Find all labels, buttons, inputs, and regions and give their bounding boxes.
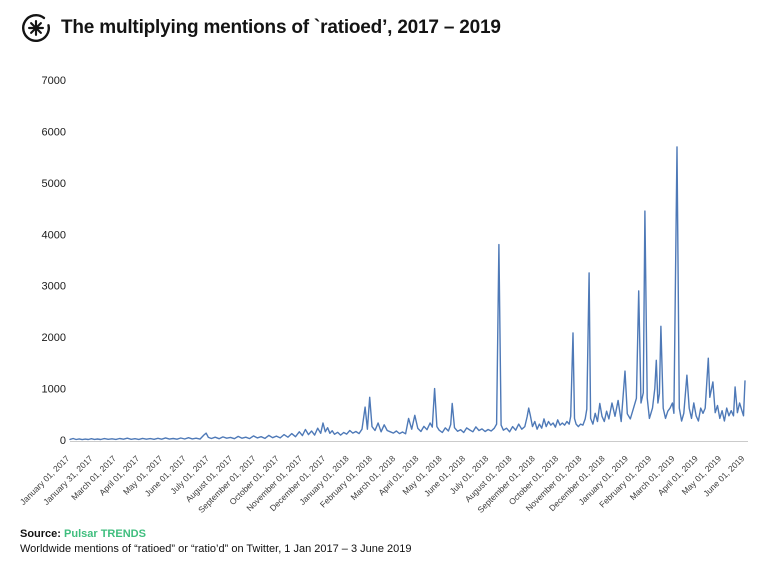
source-link[interactable]: Pulsar TRENDS (64, 528, 146, 540)
y-axis-tick-label: 0 (60, 435, 66, 447)
y-axis-tick-label: 7000 (42, 75, 66, 87)
source-row: Source: Pulsar TRENDS (20, 527, 412, 542)
y-axis-tick-label: 2000 (42, 332, 66, 344)
y-axis-tick-label: 6000 (42, 126, 66, 138)
y-axis-tick-label: 5000 (42, 178, 66, 190)
chart-description: Worldwide mentions of “ratioed” or “rati… (20, 543, 412, 555)
page-title: The multiplying mentions of `ratioed’, 2… (61, 17, 501, 38)
mentions-series-line (69, 146, 746, 441)
y-axis-tick-label: 3000 (42, 281, 66, 293)
pulsar-asterisk-logo-icon (22, 14, 50, 42)
chart-footer: Source: Pulsar TRENDS Worldwide mentions… (20, 527, 412, 557)
report-header: The multiplying mentions of `ratioed’, 2… (20, 10, 501, 46)
y-axis-tick-label: 1000 (42, 384, 66, 396)
y-axis-tick-label: 4000 (42, 229, 66, 241)
x-axis-tick-label: June 01, 2019 (701, 453, 746, 498)
source-label: Source: (20, 528, 61, 540)
